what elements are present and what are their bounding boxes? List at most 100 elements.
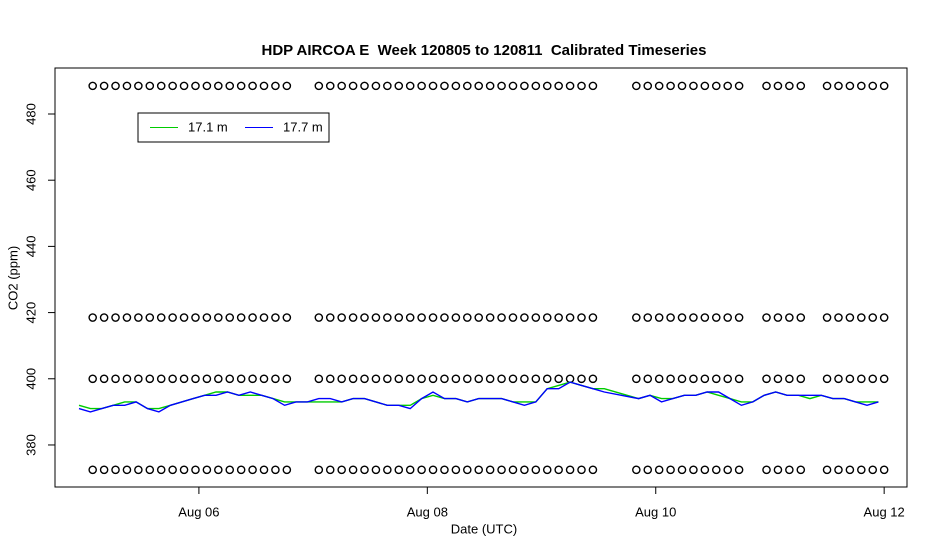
calibration-point [360,374,369,384]
calibration-point [689,465,698,475]
calibration-point [834,465,843,475]
calibration-point [462,313,472,322]
calibration-point [417,81,426,91]
calibration-point [383,465,392,475]
calibration-point [462,465,472,475]
calibration-point [520,81,529,91]
calibration-point [773,81,783,91]
calibration-point [348,313,358,322]
calibration-point [428,374,438,384]
calibration-point [785,374,794,384]
calibration-point [508,374,518,384]
calibration-point [666,374,675,384]
calibration-point [337,313,346,322]
calibration-point [700,313,710,322]
calibration-point [497,374,506,384]
calibration-point [834,313,843,322]
calibration-point [314,81,324,91]
calibration-point [191,374,200,384]
calibration-point [554,374,563,384]
calibration-point [145,81,155,91]
calibration-point [474,313,484,322]
y-tick-label: 460 [23,169,38,191]
calibration-point [508,465,518,475]
calibration-point [554,313,563,322]
calibration-point [451,313,461,322]
calibration-point [122,465,132,475]
calibration-point [202,465,212,475]
calibration-point [577,465,586,475]
calibration-point [383,81,392,91]
calibration-point [666,313,675,322]
y-axis-label: CO2 (ppm) [5,246,20,310]
calibration-point [179,465,189,475]
calibration-point [785,465,794,475]
calibration-point [314,313,324,322]
calibration-point [734,374,744,384]
calibration-point [156,465,166,475]
calibration-point [677,374,687,384]
calibration-point [282,313,292,322]
calibration-point [700,374,710,384]
calibration-point [236,313,246,322]
calibration-point [248,81,257,91]
calibration-point [834,81,843,91]
y-tick-label: 380 [23,434,38,456]
calibration-point [542,465,552,475]
calibration-point [762,465,771,475]
calibration-point [711,374,721,384]
calibration-point [179,313,189,322]
calibration-point [259,374,269,384]
calibration-point [462,374,472,384]
calibration-point [565,465,575,475]
calibration-point [360,81,369,91]
calibration-point [677,465,687,475]
calibration-point [857,81,866,91]
calibration-point [734,81,744,91]
calibration-point [440,465,449,475]
calibration-point [700,465,710,475]
calibration-point [451,374,461,384]
legend-label: 17.1 m [188,119,228,134]
calibration-point [520,374,529,384]
calibration-point [337,81,346,91]
calibration-point [654,374,664,384]
calibration-point [202,81,212,91]
calibration-point [542,313,552,322]
calibration-point [214,465,223,475]
calibration-point [236,81,246,91]
calibration-point [857,465,866,475]
calibration-point [689,81,698,91]
calibration-point [632,465,641,475]
calibration-point [225,374,235,384]
calibration-point [122,374,132,384]
calibration-point [383,313,392,322]
calibration-point [360,465,369,475]
y-tick-label: 420 [23,302,38,324]
calibration-point [111,81,120,91]
calibration-point [689,374,698,384]
calibration-point [654,81,664,91]
calibration-point [723,465,732,475]
calibration-point [168,465,177,475]
calibration-point [542,374,552,384]
calibration-point [99,465,109,475]
calibration-point [531,374,541,384]
x-tick-label: Aug 08 [407,504,448,519]
calibration-point [236,465,246,475]
calibration-point [88,81,97,91]
calibration-point [796,313,806,322]
calibration-point [168,313,177,322]
calibration-point [271,81,280,91]
calibration-point [156,81,166,91]
calibration-point [428,465,438,475]
calibration-point [565,374,575,384]
calibration-point [822,465,832,475]
calibration-point [474,81,484,91]
calibration-point [542,81,552,91]
calibration-point [643,374,653,384]
calibration-point [508,313,518,322]
calibration-point [394,374,404,384]
